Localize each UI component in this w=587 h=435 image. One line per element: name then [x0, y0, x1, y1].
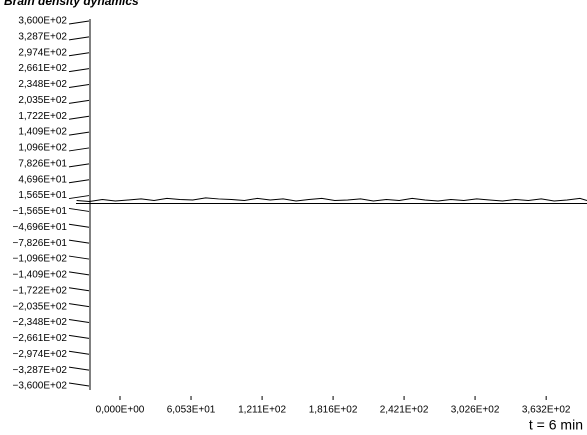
y-tick: [68, 36, 90, 41]
y-tick: [68, 239, 90, 244]
y-tick-label: 4,696E+01: [18, 174, 67, 185]
y-tick: [68, 20, 90, 25]
y-tick: [68, 99, 90, 104]
y-tick-label: −4,696E+01: [13, 222, 68, 233]
y-tick-label: −1,722E+02: [13, 285, 68, 296]
y-tick-label: 1,722E+02: [18, 111, 67, 122]
x-tick-label: 3,632E+02: [522, 405, 571, 416]
y-tick-label: −7,826E+01: [13, 238, 68, 249]
y-tick: [68, 223, 90, 228]
y-tick: [68, 366, 90, 371]
y-tick: [68, 303, 90, 308]
y-tick: [68, 319, 90, 324]
y-tick: [68, 179, 90, 184]
y-tick: [68, 115, 90, 120]
y-tick-label: −2,974E+02: [13, 349, 68, 360]
x-tick-label: 3,026E+02: [451, 405, 500, 416]
y-tick-label: 2,035E+02: [18, 95, 67, 106]
y-tick: [68, 163, 90, 168]
y-tick: [68, 255, 90, 260]
y-tick-label: 2,348E+02: [18, 79, 67, 90]
x-tick-label: 2,421E+02: [380, 405, 429, 416]
y-tick: [68, 207, 90, 212]
x-tick-label: 6,053E+01: [167, 405, 216, 416]
y-tick-label: −1,096E+02: [13, 254, 68, 265]
y-tick: [68, 271, 90, 276]
y-tick: [68, 83, 90, 88]
y-tick-label: −1,565E+01: [13, 206, 68, 217]
y-tick-label: 2,974E+02: [18, 47, 67, 58]
y-tick-label: 3,287E+02: [18, 32, 67, 43]
y-tick-label: 2,661E+02: [18, 63, 67, 74]
y-tick-label: −2,348E+02: [13, 317, 68, 328]
x-tick-label: 1,816E+02: [309, 405, 358, 416]
x-tick-label: 0,000E+00: [96, 405, 145, 416]
y-tick: [68, 52, 90, 57]
y-tick: [68, 131, 90, 136]
y-tick: [68, 334, 90, 339]
y-tick-label: −3,600E+02: [13, 381, 68, 392]
y-tick: [68, 147, 90, 152]
y-tick-label: 3,600E+02: [18, 16, 67, 27]
y-tick-label: 1,565E+01: [18, 190, 67, 201]
x-tick-label: 1,211E+02: [238, 405, 286, 416]
data-line: [76, 197, 587, 202]
y-tick: [68, 68, 90, 73]
x-axis-label: t = 6 min: [529, 417, 583, 433]
y-tick-label: 7,826E+01: [18, 158, 67, 169]
y-tick: [68, 382, 90, 387]
chart-title: Brain density dynamics: [4, 0, 139, 8]
y-tick-label: −1,409E+02: [13, 270, 68, 281]
y-tick-label: 1,409E+02: [18, 127, 67, 138]
y-tick-label: −2,035E+02: [13, 301, 68, 312]
y-tick-label: −3,287E+02: [13, 365, 68, 376]
y-tick-label: 1,096E+02: [18, 143, 67, 154]
y-tick: [68, 350, 90, 355]
y-tick: [68, 287, 90, 292]
y-tick: [68, 195, 90, 200]
y-tick-label: −2,661E+02: [13, 333, 68, 344]
